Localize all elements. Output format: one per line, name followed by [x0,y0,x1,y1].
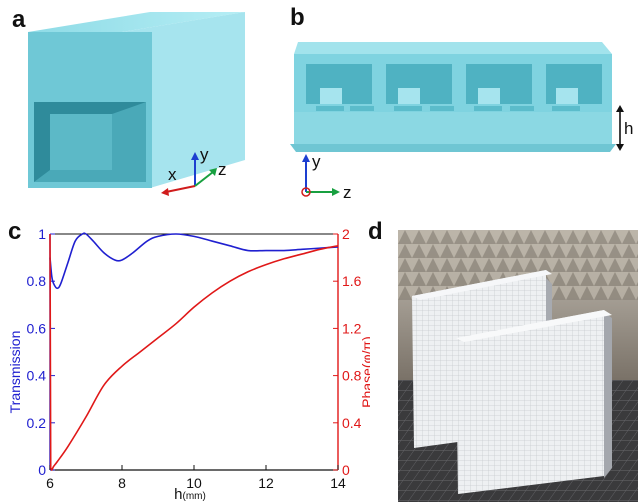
y-left-tick-label: 0.6 [27,320,47,336]
duct-top-face [28,12,245,32]
axis-x-arrowhead [161,188,169,196]
x-tick-label: 10 [186,475,202,491]
x-tick-label: 14 [330,475,346,491]
duct-inner-shade [34,102,146,182]
axis-x-out-of-plane-icon [301,187,311,197]
y-right-tick-label: 0 [342,462,350,478]
axis-y-label: y [312,152,321,171]
panel-a-label: a [12,6,26,33]
y-right-tick-label: 1.6 [342,273,362,289]
dimension-h-bottom-arrow [616,144,624,151]
duct-right-face [122,12,245,188]
axis-z-arrowhead [209,168,217,176]
y-right-tick-label: 1.2 [342,320,362,336]
sample-panel-front-side [604,312,612,478]
y-right-tick-label: 0.4 [342,415,362,431]
axis-z-arrowhead [332,188,340,196]
panel-b-label: b [290,4,305,31]
structure-base [290,144,616,152]
x-tick-label: 8 [118,475,126,491]
structure-slits [316,106,580,111]
x-axis-label: h(mm) [174,486,206,502]
y-axis-right-label: Phase(φ/π) [359,336,370,408]
x-axis-label-name: h [174,486,182,502]
sample-panel-front [456,310,604,494]
x-tick-label: 12 [258,475,274,491]
y-left-tick-label: 1 [38,226,46,242]
panel-a-duct-illustration: y x z [28,12,245,196]
structure-top-face [294,42,612,54]
y-left-tick-label: 0.8 [27,273,47,289]
y-left-tick-label: 0.2 [27,415,47,431]
axis-y-label: y [200,145,209,164]
x-axis-label-unit: (mm) [183,491,206,502]
y-left-tick-label: 0 [38,462,46,478]
dimension-h-label: h [624,119,633,138]
y-left-tick-label: 0.4 [27,368,47,384]
series-line-phase [49,233,339,471]
panel-c-label: c [8,218,22,245]
axis-x-label: x [168,165,177,184]
structure-lower-slab [294,112,612,144]
y-right-tick-label: 0.8 [342,368,362,384]
panel-d-label: d [368,218,383,245]
sample-panel-back-top [412,270,552,300]
structure-cells [306,64,602,104]
axis-z-label: z [343,183,352,202]
y-axis-left-label: Transmission [7,331,23,414]
x-tick-label: 6 [46,475,54,491]
axis-x-line [165,185,196,193]
panel-d-photo [398,230,638,502]
duct-inner-back [50,114,112,170]
series-line-transmission [49,232,339,290]
y-right-tick-label: 2 [342,226,350,242]
dimension-h-top-arrow [616,105,624,112]
structure-cell-shades [320,88,578,104]
axis-z-line [194,171,214,187]
axis-y-arrowhead [191,152,199,160]
axis-y-arrowhead [302,154,310,162]
panel-b-structure-illustration: h y z [290,42,633,202]
axis-z-label: z [218,160,227,179]
sample-panel-front-top [456,310,612,342]
